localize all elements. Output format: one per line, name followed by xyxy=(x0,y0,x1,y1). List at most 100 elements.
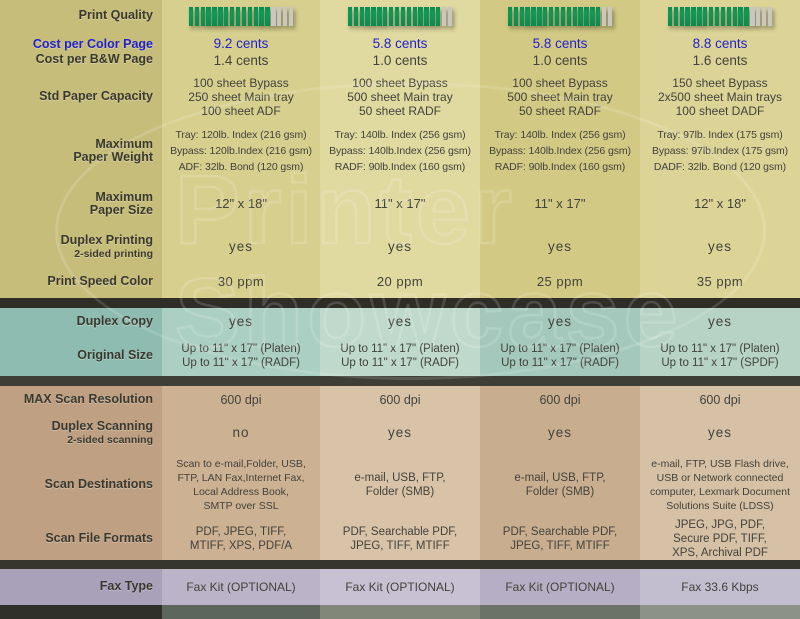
bottom-bar-segment xyxy=(0,605,162,619)
row-max-scan-resolution: MAX Scan Resolution 600 dpi 600 dpi 600 … xyxy=(0,386,800,414)
value-cell: 20 ppm xyxy=(320,266,480,298)
cost-bw-value: 1.4 cents xyxy=(213,52,269,68)
value-cell: 100 sheet Bypass 500 sheet Main tray 50 … xyxy=(480,72,640,122)
row-cost-per-page: Cost per Color Page Cost per B&W Page 9.… xyxy=(0,32,800,72)
value-cell: Scan to e-mail,Folder, USB, FTP, LAN Fax… xyxy=(162,452,320,518)
cost-color-value: 8.8 cents xyxy=(692,35,748,51)
row-scan-destinations: Scan Destinations Scan to e-mail,Folder,… xyxy=(0,452,800,518)
value-cell: yes xyxy=(640,414,800,452)
bottom-bar-segment xyxy=(162,605,320,619)
cost-color-value: 5.8 cents xyxy=(532,35,588,51)
label-cell: Scan File Formats xyxy=(0,518,162,560)
value-cell: 600 dpi xyxy=(480,386,640,414)
value-cell: yes xyxy=(162,308,320,336)
value-cell: yes xyxy=(480,414,640,452)
value-cell: PDF, Searchable PDF, JPEG, TIFF, MTIFF xyxy=(320,518,480,560)
print-quality-bar xyxy=(507,6,613,26)
duplex-printing-sublabel: 2-sided printing xyxy=(74,247,153,260)
value-cell: PDF, Searchable PDF, JPEG, TIFF, MTIFF xyxy=(480,518,640,560)
label-cell: Maximum Paper Weight xyxy=(0,122,162,180)
print-quality-bar xyxy=(667,6,773,26)
value-cell: 11" x 17" xyxy=(320,180,480,228)
value-cell: Fax Kit (OPTIONAL) xyxy=(320,569,480,605)
print-quality-bar xyxy=(347,6,453,26)
duplex-printing-label: Duplex Printing xyxy=(60,233,153,248)
value-cell: 100 sheet Bypass 500 sheet Main tray 50 … xyxy=(320,72,480,122)
value-cell: Fax Kit (OPTIONAL) xyxy=(162,569,320,605)
value-cell: yes xyxy=(320,308,480,336)
section-divider xyxy=(0,298,800,308)
label-cell: Duplex Copy xyxy=(0,308,162,336)
value-cell: Fax Kit (OPTIONAL) xyxy=(480,569,640,605)
label-cell: Print Speed Color xyxy=(0,266,162,298)
value-cell: Tray: 120lb. Index (216 gsm) Bypass: 120… xyxy=(162,122,320,180)
value-cell: 35 ppm xyxy=(640,266,800,298)
value-cell: yes xyxy=(320,228,480,266)
value-cell: 30 ppm xyxy=(162,266,320,298)
value-cell: 9.2 cents 1.4 cents xyxy=(162,32,320,72)
label-cell: Scan Destinations xyxy=(0,452,162,518)
value-cell: 100 sheet Bypass 250 sheet Main tray 100… xyxy=(162,72,320,122)
value-cell: e-mail, FTP, USB Flash drive, USB or Net… xyxy=(640,452,800,518)
bottom-bar-segment xyxy=(480,605,640,619)
value-cell: 12" x 18" xyxy=(640,180,800,228)
value-cell: Tray: 97lb. Index (175 gsm) Bypass: 97lb… xyxy=(640,122,800,180)
value-cell: 12" x 18" xyxy=(162,180,320,228)
value-cell: Tray: 140lb. Index (256 gsm) Bypass: 140… xyxy=(480,122,640,180)
value-cell: Up to 11" x 17" (Platen) Up to 11" x 17"… xyxy=(320,336,480,376)
value-cell: yes xyxy=(162,228,320,266)
value-cell xyxy=(640,0,800,32)
label-cell: MAX Scan Resolution xyxy=(0,386,162,414)
value-cell: 600 dpi xyxy=(320,386,480,414)
value-cell: JPEG, JPG, PDF, Secure PDF, TIFF, XPS, A… xyxy=(640,518,800,560)
cost-bw-value: 1.0 cents xyxy=(532,52,588,68)
label-cell: Std Paper Capacity xyxy=(0,72,162,122)
value-cell: e-mail, USB, FTP, Folder (SMB) xyxy=(320,452,480,518)
value-cell: yes xyxy=(640,228,800,266)
value-cell: e-mail, USB, FTP, Folder (SMB) xyxy=(480,452,640,518)
row-original-size: Original Size Up to 11" x 17" (Platen) U… xyxy=(0,336,800,376)
value-cell: Tray: 140lb. Index (256 gsm) Bypass: 140… xyxy=(320,122,480,180)
value-cell xyxy=(162,0,320,32)
value-cell: 11" x 17" xyxy=(480,180,640,228)
row-std-paper-capacity: Std Paper Capacity 100 sheet Bypass 250 … xyxy=(0,72,800,122)
row-duplex-scanning: Duplex Scanning 2-sided scanning no yes … xyxy=(0,414,800,452)
duplex-scanning-label: Duplex Scanning xyxy=(51,419,153,434)
value-cell: yes xyxy=(640,308,800,336)
label-cell: Original Size xyxy=(0,336,162,376)
row-print-quality: Print Quality xyxy=(0,0,800,32)
cost-color-value: 9.2 cents xyxy=(213,35,269,51)
value-cell: Fax 33.6 Kbps xyxy=(640,569,800,605)
label-cell: Fax Type xyxy=(0,569,162,605)
row-fax-type: Fax Type Fax Kit (OPTIONAL) Fax Kit (OPT… xyxy=(0,569,800,605)
value-cell xyxy=(480,0,640,32)
label-cell: Maximum Paper Size xyxy=(0,180,162,228)
value-cell: 8.8 cents 1.6 cents xyxy=(640,32,800,72)
value-cell: yes xyxy=(480,308,640,336)
row-duplex-copy: Duplex Copy yes yes yes yes xyxy=(0,308,800,336)
row-max-paper-size: Maximum Paper Size 12" x 18" 11" x 17" 1… xyxy=(0,180,800,228)
label-cell: Duplex Scanning 2-sided scanning xyxy=(0,414,162,452)
value-cell: 5.8 cents 1.0 cents xyxy=(320,32,480,72)
value-cell: 25 ppm xyxy=(480,266,640,298)
value-cell: 5.8 cents 1.0 cents xyxy=(480,32,640,72)
bottom-bar-segment xyxy=(320,605,480,619)
value-cell: 600 dpi xyxy=(162,386,320,414)
value-cell: Up to 11" x 17" (Platen) Up to 11" x 17"… xyxy=(162,336,320,376)
row-scan-file-formats: Scan File Formats PDF, JPEG, TIFF, MTIFF… xyxy=(0,518,800,560)
cost-color-value: 5.8 cents xyxy=(372,35,428,51)
bottom-bar xyxy=(0,605,800,619)
section-divider xyxy=(0,560,800,569)
value-cell: Up to 11" x 17" (Platen) Up to 11" x 17"… xyxy=(480,336,640,376)
label-cell: Duplex Printing 2-sided printing xyxy=(0,228,162,266)
label-cell: Cost per Color Page Cost per B&W Page xyxy=(0,32,162,72)
bottom-bar-segment xyxy=(640,605,800,619)
value-cell: yes xyxy=(320,414,480,452)
cost-bw-label: Cost per B&W Page xyxy=(35,51,153,66)
value-cell: 150 sheet Bypass 2x500 sheet Main trays … xyxy=(640,72,800,122)
row-print-speed-color: Print Speed Color 30 ppm 20 ppm 25 ppm 3… xyxy=(0,266,800,298)
row-duplex-printing: Duplex Printing 2-sided printing yes yes… xyxy=(0,228,800,266)
value-cell xyxy=(320,0,480,32)
value-cell: yes xyxy=(480,228,640,266)
